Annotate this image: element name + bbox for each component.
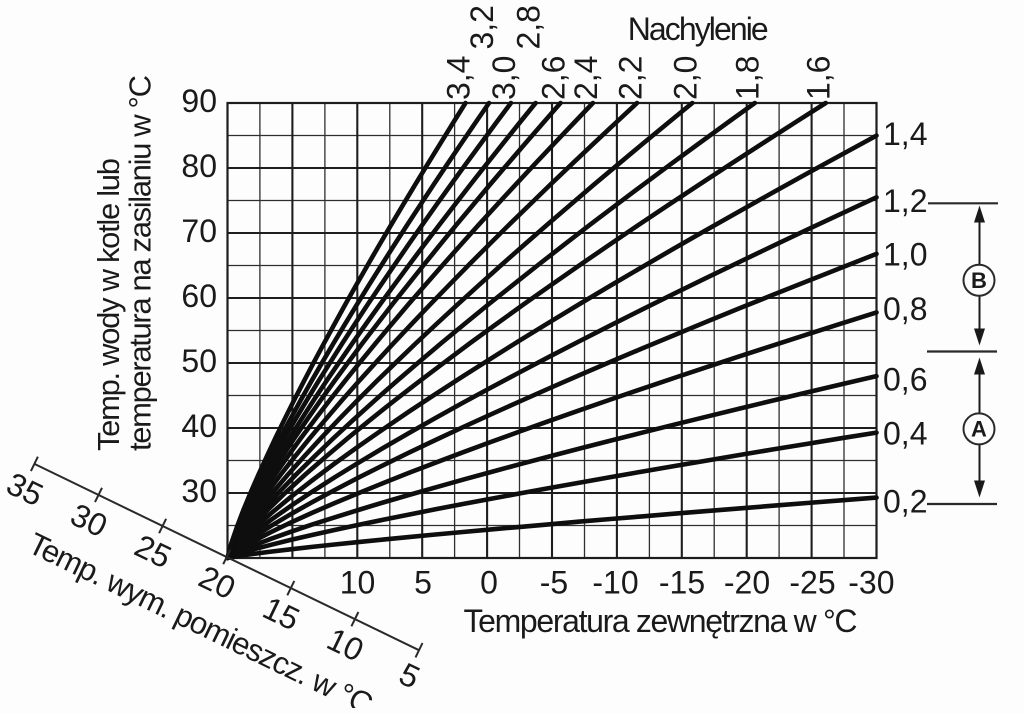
svg-text:temperatura na zasilaniu w °C: temperatura na zasilaniu w °C <box>123 75 158 451</box>
svg-text:50: 50 <box>181 343 217 379</box>
svg-text:1,2: 1,2 <box>883 183 927 219</box>
svg-text:2,8: 2,8 <box>511 5 547 49</box>
svg-text:B: B <box>971 268 987 293</box>
svg-text:Temp. wody w kotle lub: Temp. wody w kotle lub <box>91 158 126 451</box>
svg-text:3,2: 3,2 <box>464 5 500 49</box>
svg-text:10: 10 <box>340 565 376 601</box>
svg-text:0,2: 0,2 <box>883 484 927 520</box>
svg-text:1,8: 1,8 <box>730 56 766 100</box>
svg-text:80: 80 <box>181 148 217 184</box>
svg-text:1,0: 1,0 <box>883 237 927 273</box>
svg-text:-20: -20 <box>724 565 770 601</box>
svg-text:2,2: 2,2 <box>612 56 648 100</box>
svg-text:0: 0 <box>480 565 498 601</box>
svg-text:0,6: 0,6 <box>883 362 927 398</box>
svg-text:40: 40 <box>181 408 217 444</box>
svg-text:Temperatura zewnętrzna w °C: Temperatura zewnętrzna w °C <box>464 603 858 639</box>
svg-text:A: A <box>971 417 987 442</box>
svg-text:Nachylenie: Nachylenie <box>628 11 769 47</box>
svg-text:-30: -30 <box>848 565 894 601</box>
svg-text:1,6: 1,6 <box>801 56 837 100</box>
svg-text:2,6: 2,6 <box>536 56 572 100</box>
svg-text:5: 5 <box>414 565 432 601</box>
svg-text:2,0: 2,0 <box>668 56 704 100</box>
svg-text:90: 90 <box>181 83 217 119</box>
svg-text:-5: -5 <box>540 565 568 601</box>
svg-text:3,4: 3,4 <box>440 56 476 100</box>
svg-text:30: 30 <box>181 473 217 509</box>
svg-text:-15: -15 <box>659 565 705 601</box>
svg-text:60: 60 <box>181 278 217 314</box>
svg-text:3,0: 3,0 <box>486 56 522 100</box>
svg-text:70: 70 <box>181 213 217 249</box>
svg-text:-10: -10 <box>592 565 638 601</box>
svg-text:0,4: 0,4 <box>883 416 927 452</box>
svg-text:0,8: 0,8 <box>883 291 927 327</box>
svg-text:1,4: 1,4 <box>883 116 927 152</box>
svg-text:-25: -25 <box>789 565 835 601</box>
svg-text:2,4: 2,4 <box>568 56 604 100</box>
